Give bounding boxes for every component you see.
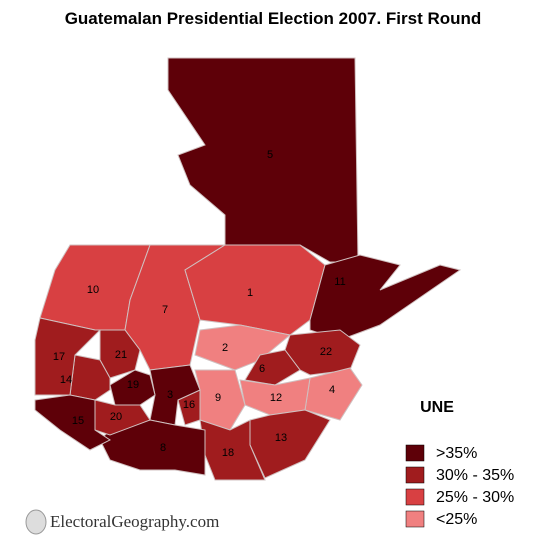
region	[184, 244, 326, 336]
region	[309, 254, 462, 341]
region-label: 1	[247, 287, 253, 299]
region-label: 18	[222, 447, 234, 459]
logo	[25, 509, 47, 535]
region	[167, 57, 359, 263]
watermark: ElectoralGeography.com	[50, 512, 219, 531]
region-label: 22	[320, 346, 332, 358]
legend-swatch	[405, 444, 425, 462]
region-label: 8	[160, 442, 166, 454]
region-label: 13	[275, 432, 287, 444]
legend-label: 25% - 30%	[436, 489, 514, 506]
region-label: 6	[259, 363, 265, 375]
region-label: 16	[183, 399, 195, 411]
region-label: 15	[72, 415, 84, 427]
region-label: 3	[167, 389, 173, 401]
region-label: 12	[270, 392, 282, 404]
legend-swatch	[405, 466, 425, 484]
legend-label: 30% - 35%	[436, 467, 514, 484]
region-label: 7	[162, 304, 168, 316]
region	[149, 364, 201, 426]
legend-label: >35%	[436, 445, 477, 462]
region-label: 10	[87, 284, 99, 296]
region-label: 17	[53, 351, 65, 363]
region	[249, 409, 331, 479]
region-label: 9	[215, 392, 221, 404]
region	[34, 317, 102, 396]
region-label: 21	[115, 349, 127, 361]
region-label: 19	[127, 379, 139, 391]
title: Guatemalan Presidential Election 2007. F…	[65, 9, 482, 28]
region-label: 2	[222, 342, 228, 354]
region-label: 14	[60, 374, 72, 386]
region	[34, 394, 111, 451]
legend-swatch	[405, 510, 425, 528]
legend-swatch	[405, 488, 425, 506]
region-label: 4	[329, 384, 335, 396]
legend-label: <25%	[436, 511, 477, 528]
region	[244, 349, 301, 386]
region	[199, 419, 266, 481]
region-label: 11	[334, 276, 345, 288]
legend-title: UNE	[420, 399, 454, 416]
region-label: 20	[110, 411, 122, 423]
region-label: 5	[267, 149, 273, 161]
